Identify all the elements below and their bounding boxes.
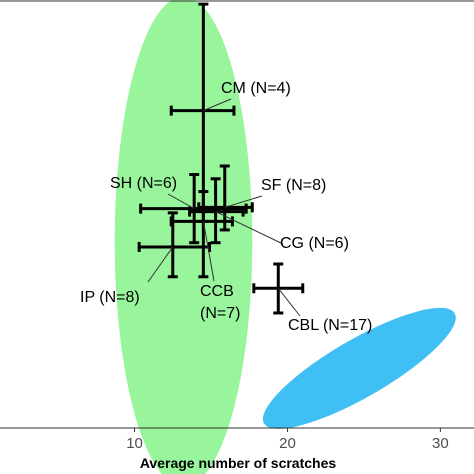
leader-line-7 bbox=[147, 246, 174, 283]
leader-line-2 bbox=[167, 193, 195, 210]
data-point-5 bbox=[169, 190, 234, 279]
error-bars bbox=[137, 2, 305, 315]
region-ellipse-2 bbox=[262, 307, 456, 429]
point-label-8: CBL (N=17) bbox=[288, 317, 372, 334]
x-axis-ticks: 10 20 30 bbox=[126, 428, 449, 452]
data-point-6 bbox=[137, 211, 211, 279]
point-labels: CM (N=4) SH (N=6) SF (N=8) CG (N=6) CCB (N=7)… bbox=[80, 80, 372, 334]
leader-line-8 bbox=[277, 287, 301, 317]
x-tick-label: 30 bbox=[432, 435, 449, 452]
point-label-5: CCB bbox=[200, 283, 234, 300]
point-label-6: (N=7) bbox=[200, 305, 240, 322]
label-leader-lines bbox=[147, 98, 301, 317]
point-label-4: CG (N=6) bbox=[280, 235, 349, 252]
group-regions bbox=[114, 0, 456, 474]
point-label-3: SF (N=8) bbox=[261, 177, 326, 194]
data-point-1 bbox=[169, 2, 236, 223]
leader-line-1 bbox=[203, 98, 232, 112]
x-axis-title: Average number of scratches bbox=[140, 455, 337, 471]
x-tick-label: 10 bbox=[126, 435, 143, 452]
region-ellipse-1 bbox=[114, 0, 253, 474]
leader-line-5 bbox=[202, 221, 215, 282]
leader-line-3 bbox=[224, 195, 263, 208]
point-label-1: CM (N=4) bbox=[221, 80, 291, 97]
leader-line-4 bbox=[215, 211, 284, 245]
point-label-7: IP (N=8) bbox=[80, 289, 140, 306]
point-label-2: SH (N=6) bbox=[110, 175, 177, 192]
x-tick-label: 20 bbox=[279, 435, 296, 452]
